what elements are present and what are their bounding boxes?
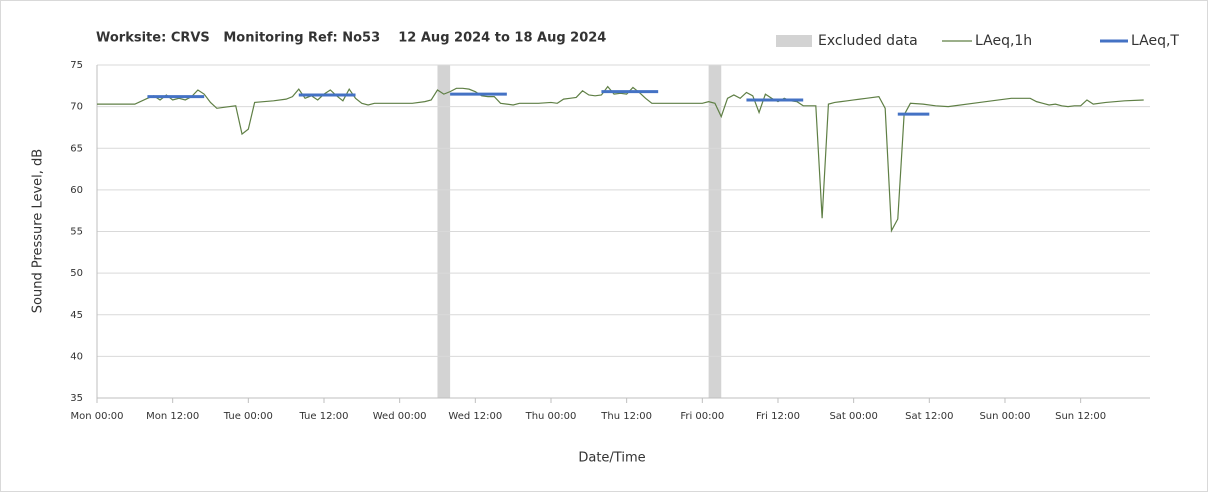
x-tick-label: Tue 12:00 <box>298 411 348 422</box>
y-tick-label: 55 <box>70 227 83 238</box>
x-tick-label: Sun 12:00 <box>1055 411 1106 422</box>
x-tick-label: Wed 12:00 <box>448 411 502 422</box>
y-axis-label: Sound Pressure Level, dB <box>31 149 46 313</box>
x-tick-label: Sun 00:00 <box>979 411 1030 422</box>
y-tick-label: 65 <box>70 143 83 154</box>
y-tick-label: 75 <box>70 60 83 71</box>
x-tick-label: Mon 12:00 <box>146 411 199 422</box>
legend-label: LAeq,T <box>1131 33 1179 49</box>
y-tick-label: 50 <box>70 268 83 279</box>
y-tick-label: 70 <box>70 102 83 113</box>
x-tick-label: Sat 12:00 <box>905 411 953 422</box>
chart-title: Worksite: CRVS Monitoring Ref: No53 12 A… <box>96 31 606 46</box>
x-tick-label: Sat 00:00 <box>829 411 877 422</box>
x-axis-label: Date/Time <box>578 451 645 466</box>
legend-label: LAeq,1h <box>975 33 1032 49</box>
y-tick-label: 35 <box>70 393 83 404</box>
x-tick-label: Wed 00:00 <box>373 411 427 422</box>
legend-label: Excluded data <box>818 33 918 49</box>
y-tick-label: 40 <box>70 351 83 362</box>
y-tick-label: 45 <box>70 310 83 321</box>
line-series <box>97 85 1144 233</box>
x-tick-label: Thu 00:00 <box>525 411 577 422</box>
x-tick-label: Fri 00:00 <box>680 411 724 422</box>
legend-swatch <box>776 35 812 47</box>
x-tick-label: Tue 00:00 <box>223 411 273 422</box>
x-tick-label: Thu 12:00 <box>600 411 652 422</box>
y-tick-label: 60 <box>70 185 83 196</box>
x-tick-label: Fri 12:00 <box>756 411 800 422</box>
x-tick-label: Mon 00:00 <box>70 411 123 422</box>
